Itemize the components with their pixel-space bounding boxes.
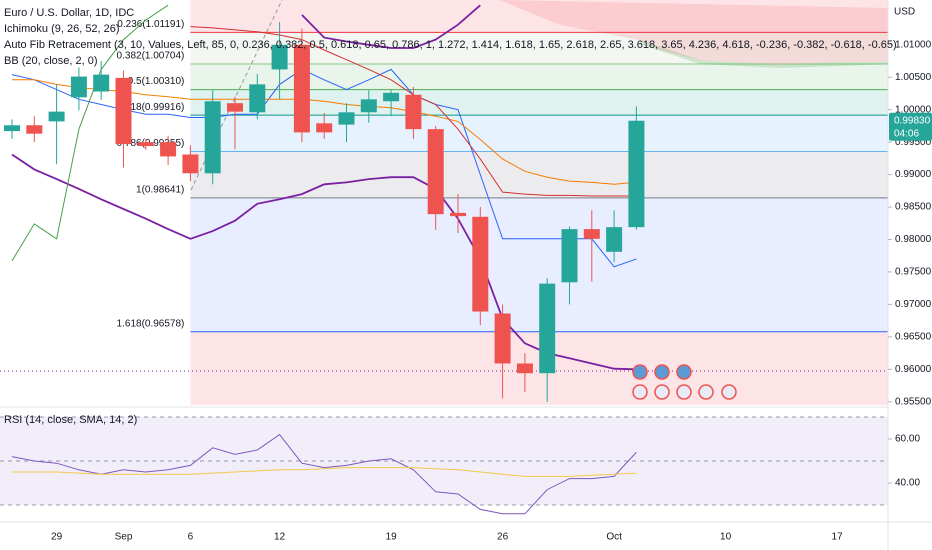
- event-icon[interactable]: [632, 364, 648, 380]
- x-tick-label: 19: [386, 532, 398, 543]
- y-tick-label: 0.98000: [895, 234, 932, 245]
- candle-body: [4, 125, 20, 132]
- price-pane: 0.236(1.01191) 0.382(1.00704) 0.5(1.00310)…: [0, 0, 888, 405]
- indicator-line: [11, 153, 637, 371]
- countdown: 04:06: [894, 128, 919, 139]
- indicator-label[interactable]: RSI (14, close, SMA, 14, 2): [4, 414, 137, 426]
- event-icons: [632, 364, 737, 400]
- candle-body: [249, 84, 266, 113]
- candle-body: [561, 229, 578, 283]
- candles: [4, 22, 645, 402]
- event-icon[interactable]: [698, 384, 714, 400]
- y-tick-label: 0.95500: [895, 396, 932, 407]
- indicator-line: [11, 433, 637, 515]
- candle-body: [427, 129, 444, 215]
- candle-body: [516, 363, 533, 374]
- x-tick-label: 10: [720, 532, 732, 543]
- y-tick-label: 0.99000: [895, 169, 932, 180]
- y-tick-label: 0.96000: [895, 364, 932, 375]
- candle-body: [405, 94, 422, 130]
- candle-body: [383, 92, 400, 102]
- candle-body: [606, 227, 623, 252]
- candle-body: [539, 283, 556, 374]
- candle-body: [293, 44, 310, 133]
- x-tick-label: Oct: [606, 532, 622, 543]
- y-tick-label: 0.99500: [895, 137, 932, 148]
- candle-body: [494, 313, 511, 364]
- event-icon[interactable]: [676, 384, 692, 400]
- candle-body: [70, 76, 87, 98]
- y-tick-label: 1.00000: [895, 104, 932, 115]
- rsi-pane: [0, 416, 888, 515]
- candle-body: [160, 142, 177, 157]
- candle-body: [26, 125, 43, 134]
- last-price-label: 0.99830: [894, 115, 931, 126]
- y-tick-label: 60.00: [895, 434, 920, 445]
- candle-body: [583, 229, 600, 239]
- y-tick-label: 1.00500: [895, 72, 932, 83]
- indicator-line: [301, 4, 481, 49]
- y-tick-label: 40.00: [895, 478, 920, 489]
- ichimoku-cloud-green: [640, 40, 888, 68]
- candle-body: [182, 154, 199, 174]
- fib-label: 0.618(0.99916): [117, 102, 185, 113]
- last-price-tag: [889, 112, 932, 141]
- fib-label: 0.236(1.01191): [117, 19, 184, 30]
- candle-body: [93, 74, 110, 92]
- x-tick-label: 6: [188, 532, 194, 543]
- y-tick-label: 0.97500: [895, 267, 932, 278]
- candle-body: [472, 216, 489, 312]
- event-icon[interactable]: [721, 384, 737, 400]
- axis-unit: USD: [894, 7, 915, 18]
- indicator-label[interactable]: Auto Fib Retracement (3, 10, Values, Lef…: [4, 39, 897, 51]
- event-icon[interactable]: [654, 364, 670, 380]
- x-tick-label: 26: [497, 532, 509, 543]
- fib-zone: [190, 197, 888, 332]
- fib-label: 0.382(1.00704): [117, 51, 185, 62]
- y-tick-label: 1.01000: [895, 39, 932, 50]
- candle-body: [628, 120, 645, 228]
- fib-zone: [190, 331, 888, 405]
- event-icon[interactable]: [676, 364, 692, 380]
- candle-body: [204, 101, 221, 174]
- candle-body: [137, 142, 154, 147]
- candle-body: [316, 123, 333, 133]
- x-tick-label: 12: [274, 532, 286, 543]
- candle-body: [227, 103, 243, 112]
- candle-body: [115, 77, 132, 145]
- y-tick-label: 0.97000: [895, 299, 932, 310]
- y-tick-label: 0.96500: [895, 331, 932, 342]
- indicator-label[interactable]: BB (20, close, 2, 0): [4, 55, 98, 67]
- candle-body: [338, 112, 355, 125]
- indicator-label[interactable]: Ichimoku (9, 26, 52, 26): [4, 23, 120, 35]
- ichimoku-cloud: [500, 0, 888, 65]
- y-tick-label: 0.98500: [895, 202, 932, 213]
- candle-body: [450, 212, 466, 217]
- chart-title: Euro / U.S. Dollar, 1D, IDC: [4, 7, 134, 19]
- indicator-line: [11, 4, 169, 262]
- x-tick-label: 17: [832, 532, 844, 543]
- legend: Euro / U.S. Dollar, 1D, IDC Ichimoku (9,…: [4, 7, 915, 426]
- event-icon[interactable]: [632, 384, 648, 400]
- event-icon[interactable]: [654, 384, 670, 400]
- fib-label: 1.618(0.96578): [117, 318, 185, 329]
- axes: 1.01000 1.00500 1.00000 0.99500 0.99000 0.985…: [51, 39, 932, 543]
- candle-body: [48, 111, 65, 122]
- indicator-line: [12, 467, 637, 477]
- candle-body: [360, 99, 377, 113]
- fib-label: 1(0.98641): [136, 185, 184, 196]
- x-tick-label: Sep: [115, 532, 133, 543]
- fib-label: 0.5(1.00310): [128, 76, 185, 87]
- candle-body: [271, 44, 288, 70]
- x-tick-label: 29: [51, 532, 63, 543]
- fib-zone: [190, 0, 888, 33]
